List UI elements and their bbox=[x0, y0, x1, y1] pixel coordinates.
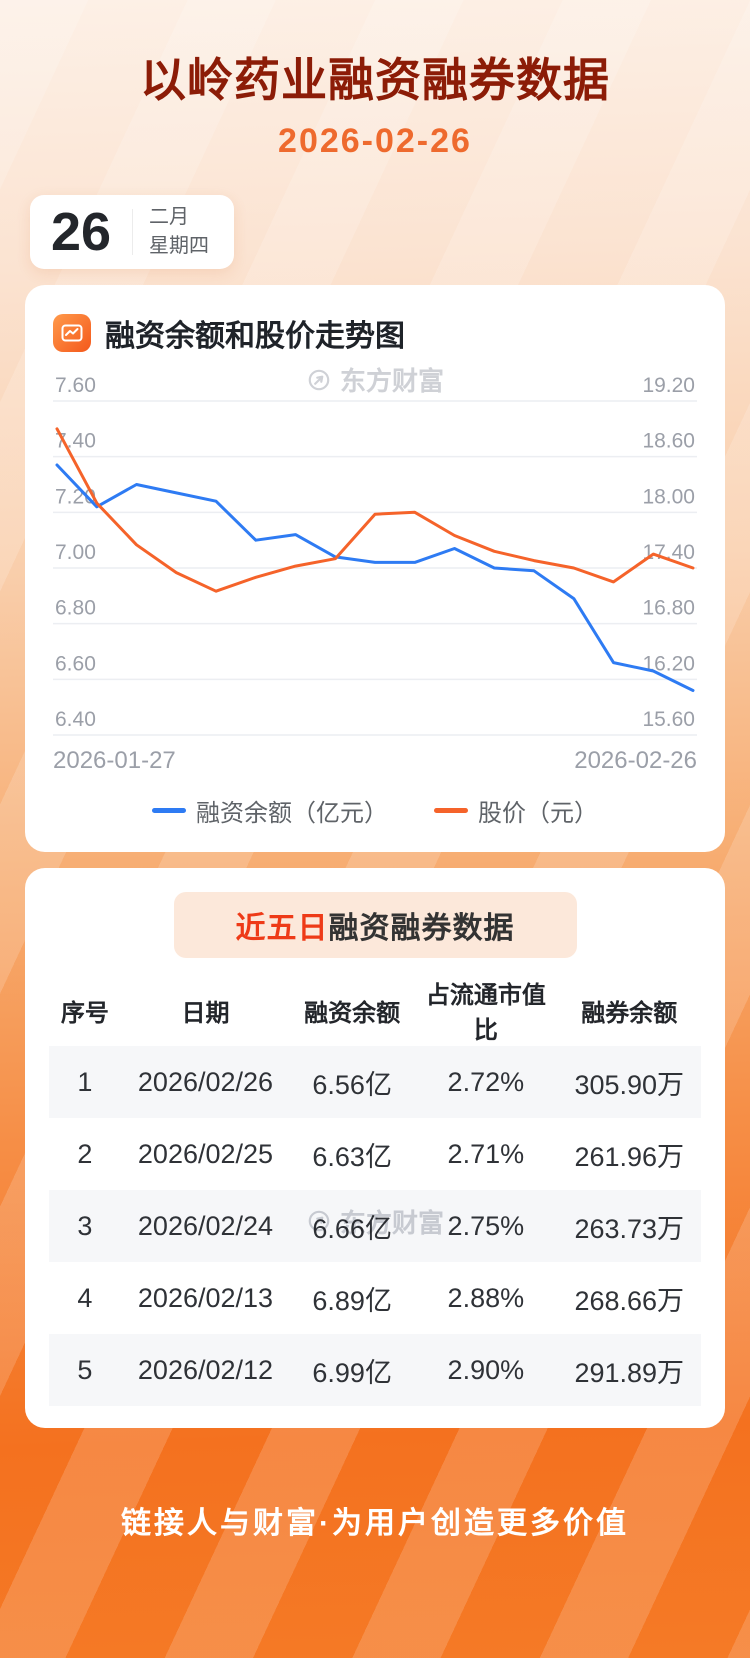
left-axis-tick: 7.20 bbox=[55, 485, 96, 508]
table-row: 5 2026/02/12 6.99亿 2.90% 291.89万 bbox=[49, 1334, 701, 1406]
right-axis-tick: 18.00 bbox=[642, 485, 695, 508]
chart-legend: 融资余额（亿元） 股价（元） bbox=[53, 793, 697, 828]
table-body: 1 2026/02/26 6.56亿 2.72% 305.90万 2 2026/02/25 6… bbox=[49, 1046, 701, 1406]
series-line bbox=[55, 427, 695, 593]
right-axis-tick: 15.60 bbox=[642, 708, 695, 731]
table-cell: 2.71% bbox=[447, 1138, 525, 1169]
footer: 链接人与财富·为用户创造更多价值 bbox=[0, 1498, 750, 1542]
left-axis-tick: 6.80 bbox=[55, 597, 96, 620]
table-cell: 6.66亿 bbox=[312, 1213, 392, 1244]
header: 以岭药业融资融券数据 2026-02-26 bbox=[0, 0, 750, 161]
chart-section-header: 融资余额和股价走势图 bbox=[53, 311, 697, 355]
table-cell: 2026/02/12 bbox=[137, 1354, 274, 1385]
table-row: 3 2026/02/24 6.66亿 2.75% 263.73万 bbox=[49, 1190, 701, 1262]
table-cell: 2.90% bbox=[447, 1354, 525, 1385]
table-cell: 5 bbox=[77, 1354, 93, 1385]
calendar-right: 二月 星期四 bbox=[133, 203, 209, 261]
table-cell: 4 bbox=[77, 1282, 93, 1313]
chart-section-title: 融资余额和股价走势图 bbox=[105, 320, 405, 353]
legend-swatch bbox=[152, 808, 186, 813]
badge-rest: 融资融券数据 bbox=[328, 912, 515, 945]
table-row: 2 2026/02/25 6.63亿 2.71% 261.96万 bbox=[49, 1118, 701, 1190]
left-axis-tick: 6.60 bbox=[55, 652, 96, 675]
table-cell: 6.56亿 bbox=[312, 1069, 392, 1100]
legend-item: 股价（元） bbox=[434, 793, 598, 828]
left-axis-tick: 7.40 bbox=[55, 430, 96, 453]
column-header: 序号 bbox=[60, 999, 109, 1027]
table-cell: 2026/02/26 bbox=[137, 1066, 274, 1097]
x-axis-end-label: 2026-02-26 bbox=[574, 747, 697, 774]
table-cell: 2.72% bbox=[447, 1066, 525, 1097]
table-wrap: 序号 日期 融资余额 占流通市值比 融券余额 1 2026/02/26 6.56亿 2.72%… bbox=[49, 974, 701, 1406]
margin-data-table: 序号 日期 融资余额 占流通市值比 融券余额 1 2026/02/26 6.56亿 2.72%… bbox=[49, 974, 701, 1406]
right-axis-tick: 19.20 bbox=[642, 374, 695, 397]
table-cell: 6.89亿 bbox=[312, 1285, 392, 1316]
x-axis-labels: 2026-01-27 2026-02-26 bbox=[53, 747, 697, 775]
table-row: 4 2026/02/13 6.89亿 2.88% 268.66万 bbox=[49, 1262, 701, 1334]
table-cell: 2026/02/24 bbox=[137, 1210, 274, 1241]
table-cell: 2026/02/25 bbox=[137, 1138, 274, 1169]
trend-chart-svg: 7.60 19.20 7.40 18.60 7.20 18.00 7.00 17.40 6.80… bbox=[53, 374, 697, 736]
column-header: 融资余额 bbox=[304, 999, 401, 1027]
table-header-row: 序号 日期 融资余额 占流通市值比 融券余额 bbox=[49, 974, 701, 1046]
table-cell: 6.63亿 bbox=[312, 1141, 392, 1172]
right-axis-tick: 18.60 bbox=[642, 430, 695, 453]
table-title-badge: 近五日融资融券数据 bbox=[173, 892, 577, 958]
chart-area: 7.60 19.20 7.40 18.60 7.20 18.00 7.00 17.40 6.80… bbox=[53, 366, 697, 828]
table-cell: 2.88% bbox=[447, 1282, 525, 1313]
calendar-chip: 26 二月 星期四 bbox=[30, 195, 234, 269]
table-cell: 2.75% bbox=[447, 1210, 525, 1241]
legend-item: 融资余额（亿元） bbox=[152, 793, 388, 828]
table-card: 近五日融资融券数据 序号 日期 融资余额 占流通市值比 融券余额 1 2026/02/26… bbox=[25, 868, 725, 1428]
right-axis-tick: 16.20 bbox=[642, 652, 695, 675]
table-cell: 3 bbox=[77, 1210, 93, 1241]
calendar-month: 二月 bbox=[149, 206, 189, 228]
left-axis-tick: 7.60 bbox=[55, 374, 96, 397]
calendar-weekday: 星期四 bbox=[149, 235, 209, 257]
table-cell: 1 bbox=[77, 1066, 93, 1097]
column-header: 日期 bbox=[181, 999, 230, 1027]
series-line bbox=[55, 463, 695, 692]
column-header: 占流通市值比 bbox=[425, 982, 546, 1044]
trend-chart-icon bbox=[53, 314, 91, 352]
table-cell: 305.90万 bbox=[574, 1069, 685, 1100]
right-axis-tick: 16.80 bbox=[642, 597, 695, 620]
footer-slogan: 链接人与财富·为用户创造更多价值 bbox=[121, 1507, 629, 1540]
table-cell: 291.89万 bbox=[574, 1357, 685, 1388]
right-axis-tick: 17.40 bbox=[642, 541, 695, 564]
column-header: 融券余额 bbox=[581, 999, 678, 1027]
page-title: 以岭药业融资融券数据 bbox=[140, 54, 610, 106]
calendar-divider bbox=[132, 209, 133, 255]
table-row: 1 2026/02/26 6.56亿 2.72% 305.90万 bbox=[49, 1046, 701, 1118]
legend-swatch bbox=[434, 808, 468, 813]
x-axis-start-label: 2026-01-27 bbox=[53, 747, 176, 774]
table-cell: 2026/02/13 bbox=[137, 1282, 274, 1313]
left-axis-tick: 6.40 bbox=[55, 708, 96, 731]
table-cell: 2 bbox=[77, 1138, 93, 1169]
badge-highlight: 近五日 bbox=[235, 912, 329, 945]
calendar-day: 26 bbox=[50, 202, 112, 262]
table-cell: 261.96万 bbox=[574, 1141, 685, 1172]
table-cell: 6.99亿 bbox=[312, 1357, 392, 1388]
legend-label: 融资余额（亿元） bbox=[196, 800, 388, 827]
table-cell: 263.73万 bbox=[574, 1213, 685, 1244]
left-axis-tick: 7.00 bbox=[55, 541, 96, 564]
header-date: 2026-02-26 bbox=[278, 122, 472, 160]
chart-card: 融资余额和股价走势图 7.60 19.20 7.40 18.60 7.20 18.00 7.… bbox=[25, 285, 725, 852]
legend-label: 股价（元） bbox=[478, 800, 598, 827]
table-cell: 268.66万 bbox=[574, 1285, 685, 1316]
